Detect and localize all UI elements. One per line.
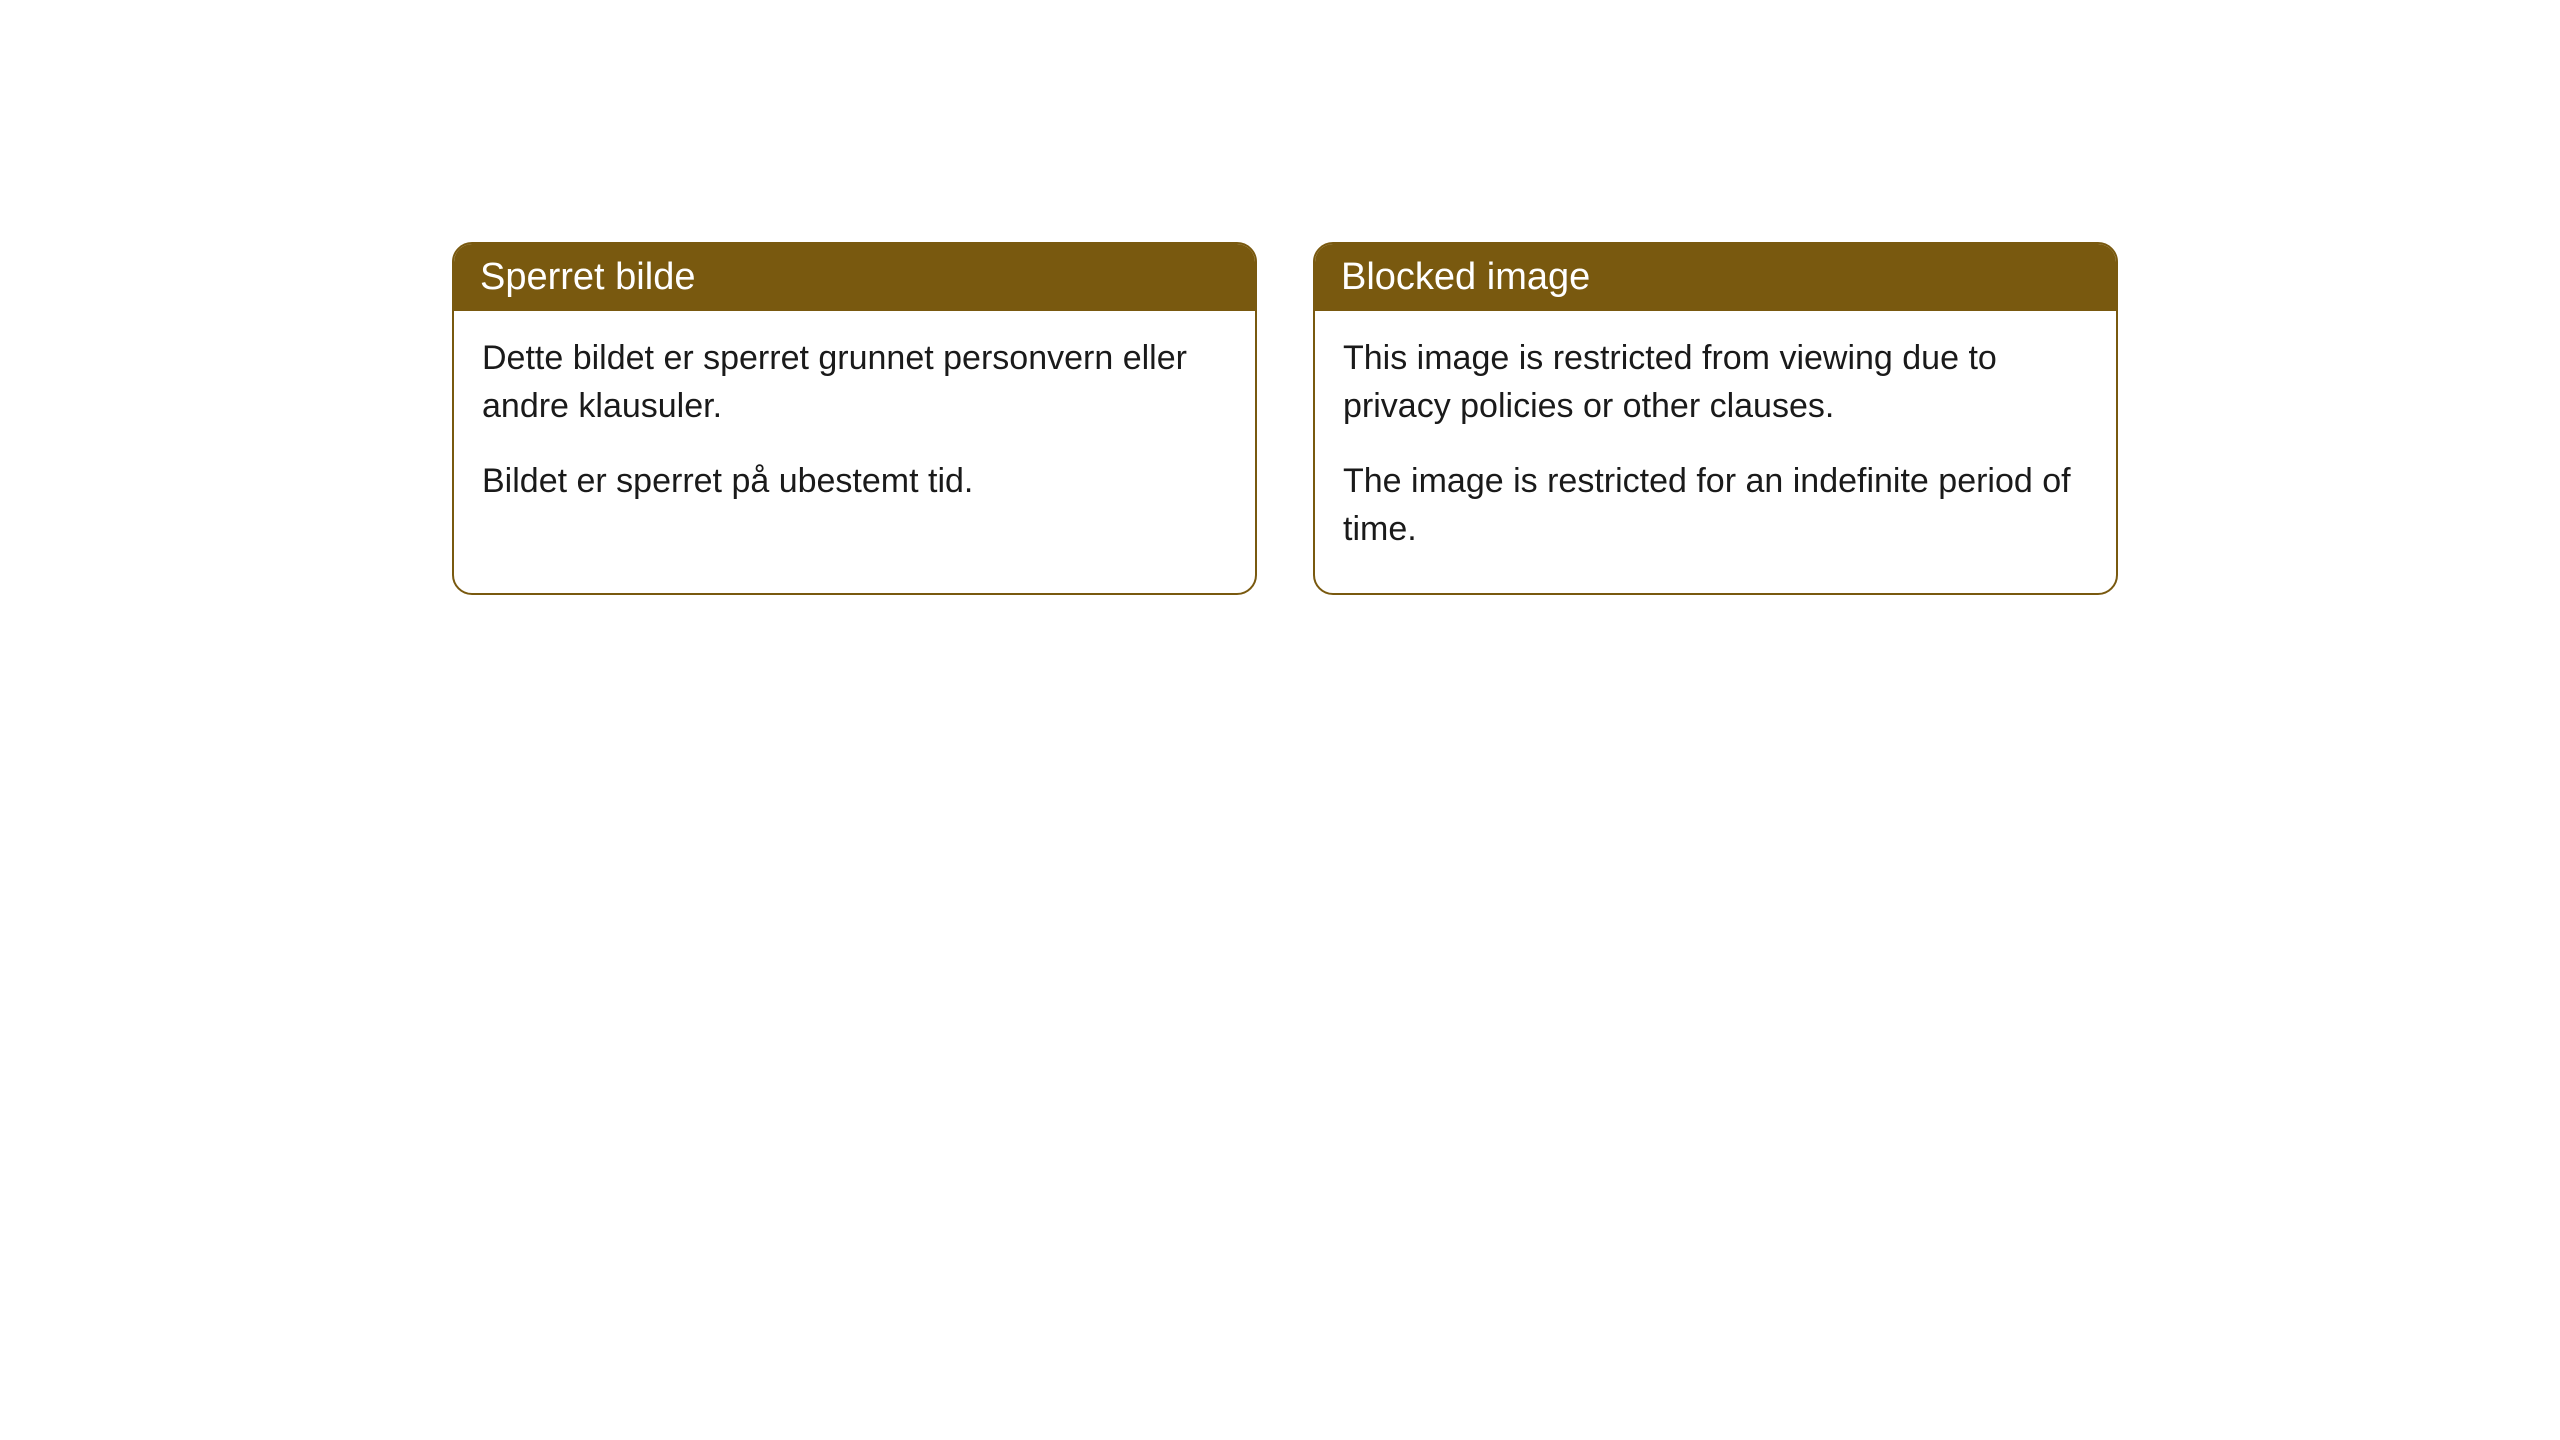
card-paragraph: Dette bildet er sperret grunnet personve… <box>482 335 1227 430</box>
card-paragraph: This image is restricted from viewing du… <box>1343 335 2088 430</box>
card-body: Dette bildet er sperret grunnet personve… <box>454 311 1255 546</box>
card-paragraph: The image is restricted for an indefinit… <box>1343 458 2088 553</box>
card-header: Blocked image <box>1315 244 2116 311</box>
card-title: Sperret bilde <box>480 256 695 298</box>
blocked-image-card-english: Blocked image This image is restricted f… <box>1313 242 2118 595</box>
card-header: Sperret bilde <box>454 244 1255 311</box>
card-paragraph: Bildet er sperret på ubestemt tid. <box>482 458 1227 506</box>
card-body: This image is restricted from viewing du… <box>1315 311 2116 593</box>
card-title: Blocked image <box>1341 256 1590 298</box>
cards-container: Sperret bilde Dette bildet er sperret gr… <box>452 242 2118 595</box>
blocked-image-card-norwegian: Sperret bilde Dette bildet er sperret gr… <box>452 242 1257 595</box>
